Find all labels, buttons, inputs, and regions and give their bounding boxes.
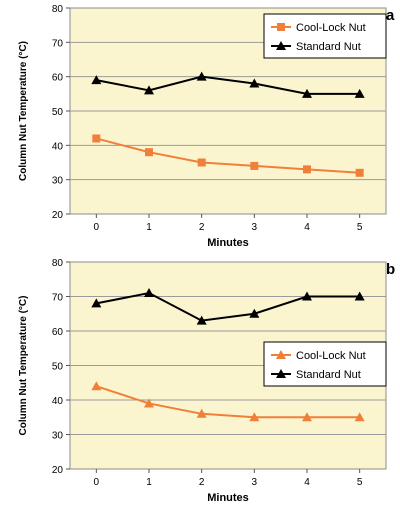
y-tick-label: 60 <box>52 73 64 84</box>
x-tick-label: 4 <box>304 222 310 233</box>
x-tick-label: 0 <box>94 222 100 233</box>
y-tick-label: 70 <box>52 293 64 304</box>
y-tick-label: 80 <box>52 258 64 269</box>
chart-panel-b: 20 30 40 50 60 70 80 0 1 2 3 4 5 Minutes Column Nut Te… <box>18 258 395 504</box>
data-point <box>250 161 259 170</box>
legend-swatch-marker <box>276 369 286 378</box>
series-line <box>96 385 360 419</box>
data-point <box>197 158 206 167</box>
data-point <box>196 71 207 81</box>
y-tick-label: 40 <box>52 141 64 152</box>
data-point <box>302 88 312 98</box>
y-tick-label: 20 <box>52 465 64 476</box>
data-point <box>303 165 311 174</box>
legend-label: Standard Nut <box>296 41 361 53</box>
x-tick-label: 1 <box>146 222 152 233</box>
series-line <box>96 75 360 95</box>
data-point <box>249 308 260 318</box>
x-tick-label: 2 <box>199 477 205 488</box>
y-axis-label: Column Nut Temperature (°C) <box>18 41 29 181</box>
data-point <box>302 291 312 301</box>
legend-label: Standard Nut <box>296 369 361 381</box>
data-point <box>354 412 365 422</box>
x-tick-label: 5 <box>357 477 363 488</box>
data-point <box>144 398 154 408</box>
y-tick-label: 30 <box>52 431 64 442</box>
x-tick-label: 1 <box>146 477 152 488</box>
y-tick-label: 40 <box>52 396 64 407</box>
data-point <box>355 168 364 177</box>
panel-label: a <box>386 7 395 24</box>
legend-swatch-marker <box>277 23 285 31</box>
data-point <box>354 291 365 301</box>
data-point <box>144 288 154 298</box>
data-point <box>354 88 365 98</box>
y-tick-label: 80 <box>52 4 64 15</box>
y-tick-label: 30 <box>52 176 64 187</box>
x-axis-label: Minutes <box>207 492 249 504</box>
data-point <box>91 298 102 308</box>
legend-swatch-marker <box>276 350 286 359</box>
legend: Cool-Lock Nut Standard Nut <box>263 341 387 387</box>
series-line <box>96 292 360 322</box>
legend-label: Cool-Lock Nut <box>296 350 366 362</box>
data-point <box>144 85 154 95</box>
data-point <box>92 134 101 143</box>
x-tick-label: 3 <box>252 477 258 488</box>
data-point <box>249 412 260 422</box>
y-tick-label: 20 <box>52 210 64 221</box>
x-tick-label: 2 <box>199 222 205 233</box>
legend-swatch-marker <box>276 41 286 50</box>
y-tick-label: 70 <box>52 38 64 49</box>
data-point <box>91 381 102 391</box>
legend-box <box>263 13 387 59</box>
data-point <box>91 75 102 85</box>
x-tick-label: 3 <box>252 222 258 233</box>
data-point <box>196 408 207 418</box>
y-tick-label: 60 <box>52 327 64 338</box>
data-point <box>249 78 260 88</box>
data-point <box>302 412 312 422</box>
x-axis-label: Minutes <box>207 237 249 249</box>
legend: Cool-Lock Nut Standard Nut <box>263 13 387 59</box>
data-point <box>145 148 153 157</box>
chart-panel-a: 20 30 40 50 60 70 80 0 1 2 3 4 5 Minutes Column Nut Te… <box>18 4 395 249</box>
x-tick-label: 4 <box>304 477 310 488</box>
x-tick-label: 5 <box>357 222 363 233</box>
series-line <box>96 137 360 174</box>
data-point <box>196 315 207 325</box>
legend-label: Cool-Lock Nut <box>296 22 366 34</box>
y-tick-label: 50 <box>52 362 64 373</box>
legend-box <box>263 341 387 387</box>
panel-label: b <box>386 261 395 278</box>
y-tick-label: 50 <box>52 107 64 118</box>
x-tick-label: 0 <box>94 477 100 488</box>
y-axis-label: Column Nut Temperature (°C) <box>18 296 29 436</box>
